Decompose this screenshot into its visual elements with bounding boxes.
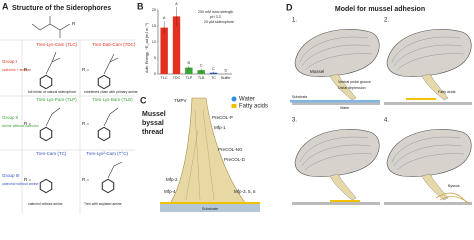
group-label: Group I — [2, 59, 17, 64]
panel-title: thread — [142, 129, 163, 136]
protein-label: PreCOL-NG — [218, 147, 243, 152]
significance-letter: A — [175, 2, 178, 6]
compound-name: Tren-Lys-Cam (TLC) — [36, 42, 78, 47]
compound-note: catechol without amine — [28, 202, 63, 206]
legend-label: Fatty acids — [239, 104, 268, 110]
group-desc: amine without catechol — [2, 124, 39, 128]
group-desc: catechol + amine — [2, 68, 29, 72]
y-tick-label: 15 — [152, 24, 156, 28]
significance-letter: B — [188, 61, 191, 65]
part-label: Water — [340, 106, 350, 110]
panel-title: byssal — [142, 120, 164, 127]
significance-letter: A — [163, 16, 166, 20]
group-desc: catechol without amine — [2, 182, 39, 186]
group-label: Group III — [2, 173, 20, 178]
significance-letter: C — [200, 64, 203, 68]
part-label: Mussel — [310, 69, 324, 74]
significance-letter: D — [224, 68, 227, 72]
panel-a: A Structure of the Siderophores R Group … — [0, 1, 138, 214]
x-tick-label: TC — [211, 76, 216, 80]
step-number: 1. — [292, 18, 297, 24]
panel-letter: A — [2, 1, 9, 11]
panel-d: D Model for mussel adhesion 1. 2. 3. 4. … — [286, 2, 473, 206]
y-tick-label: 20 — [152, 8, 156, 12]
panel-title: Structure of the Siderophores — [12, 5, 111, 12]
part-label: Substrate — [292, 95, 307, 99]
compound-note: shortened chain with primary amine — [84, 90, 138, 94]
protein-label: PreCOL-D — [224, 157, 246, 162]
bar — [160, 27, 168, 75]
y-axis-label: Adh. Energy, −E_ad (mJ m⁻²) — [145, 22, 149, 73]
y-tick-label: 10 — [152, 40, 156, 44]
legend-swatch — [231, 96, 237, 102]
protein-label: Mfp-2 — [166, 177, 178, 182]
x-tick-label: Buffer — [221, 76, 231, 80]
x-tick-label: TDC — [173, 76, 181, 80]
compound-name: Tren-Lys-Bam (TLB) — [92, 97, 133, 102]
protein-label: Mfp-1 — [214, 125, 226, 130]
substrate-label: Substrate — [202, 207, 218, 211]
substrate — [160, 204, 260, 212]
r-label: R = — [82, 121, 90, 126]
legend-label: Water — [239, 97, 255, 103]
protein-label: Mfp-3, 5, 6 — [234, 189, 256, 194]
bar — [172, 16, 181, 74]
protein-label: TMPV — [174, 98, 187, 103]
panel-title: Mussel — [142, 111, 166, 118]
r-label: R — [72, 21, 76, 26]
x-tick-label: TLB — [198, 76, 205, 80]
r-label: R = — [24, 121, 32, 126]
panel-letter: B — [137, 1, 144, 11]
part-label: Distal depression — [338, 86, 366, 90]
panel-letter: C — [140, 95, 147, 105]
step-number: 3. — [292, 118, 297, 124]
panel-c: C Mussel byssal thread Water Fatty acids… — [140, 95, 268, 212]
figure: A Structure of the Siderophores R Group … — [0, 1, 473, 214]
r-label: R = — [82, 177, 90, 182]
protein-label: Mfp-4 — [164, 189, 176, 194]
r-label: R = — [24, 67, 32, 72]
compound-name: Tren-Cam (TC) — [36, 151, 67, 156]
part-label: Byssus — [448, 184, 460, 188]
panel-title: Model for mussel adhesion — [335, 6, 425, 13]
y-tick-label: 5 — [154, 56, 156, 60]
annotation: 200 mM ionic strength — [198, 10, 233, 14]
x-tick-label: TLP — [186, 76, 193, 80]
bar — [185, 67, 193, 74]
step-number: 2. — [384, 18, 389, 24]
compound-note: full mimic of natural siderophore — [28, 90, 76, 94]
y-tick-label: 0 — [154, 72, 156, 76]
part-label: Ventral pedal groove — [338, 80, 371, 84]
significance-letter: C — [212, 67, 215, 71]
step-number: 4. — [384, 118, 389, 124]
compound-name: Tren-Dab-Cam (TDC) — [92, 42, 136, 47]
x-tick-label: TLC — [161, 76, 168, 80]
protein-label: PreCOL-P — [212, 115, 233, 120]
annotation: pH 3.3 — [210, 15, 221, 19]
bar — [197, 70, 205, 74]
compound-note: Tren with acylated amine — [84, 202, 122, 206]
tren-scaffold — [31, 16, 71, 38]
annotation: 20 μM siderophore — [204, 20, 234, 24]
group-label: Group II — [2, 115, 18, 120]
r-label: R = — [82, 67, 90, 72]
r-label: R = — [24, 177, 32, 182]
panel-letter: D — [286, 2, 293, 12]
part-label: Fatty acids — [438, 90, 456, 94]
compound-name: Tren-Lys²-Cam (T°C) — [86, 151, 128, 156]
panel-b: B 200 mM ionic strength pH 3.3 20 μM sid… — [137, 1, 234, 80]
compound-name: Tren-Lys-Pam (TLP) — [36, 97, 77, 102]
legend-swatch — [231, 104, 237, 108]
